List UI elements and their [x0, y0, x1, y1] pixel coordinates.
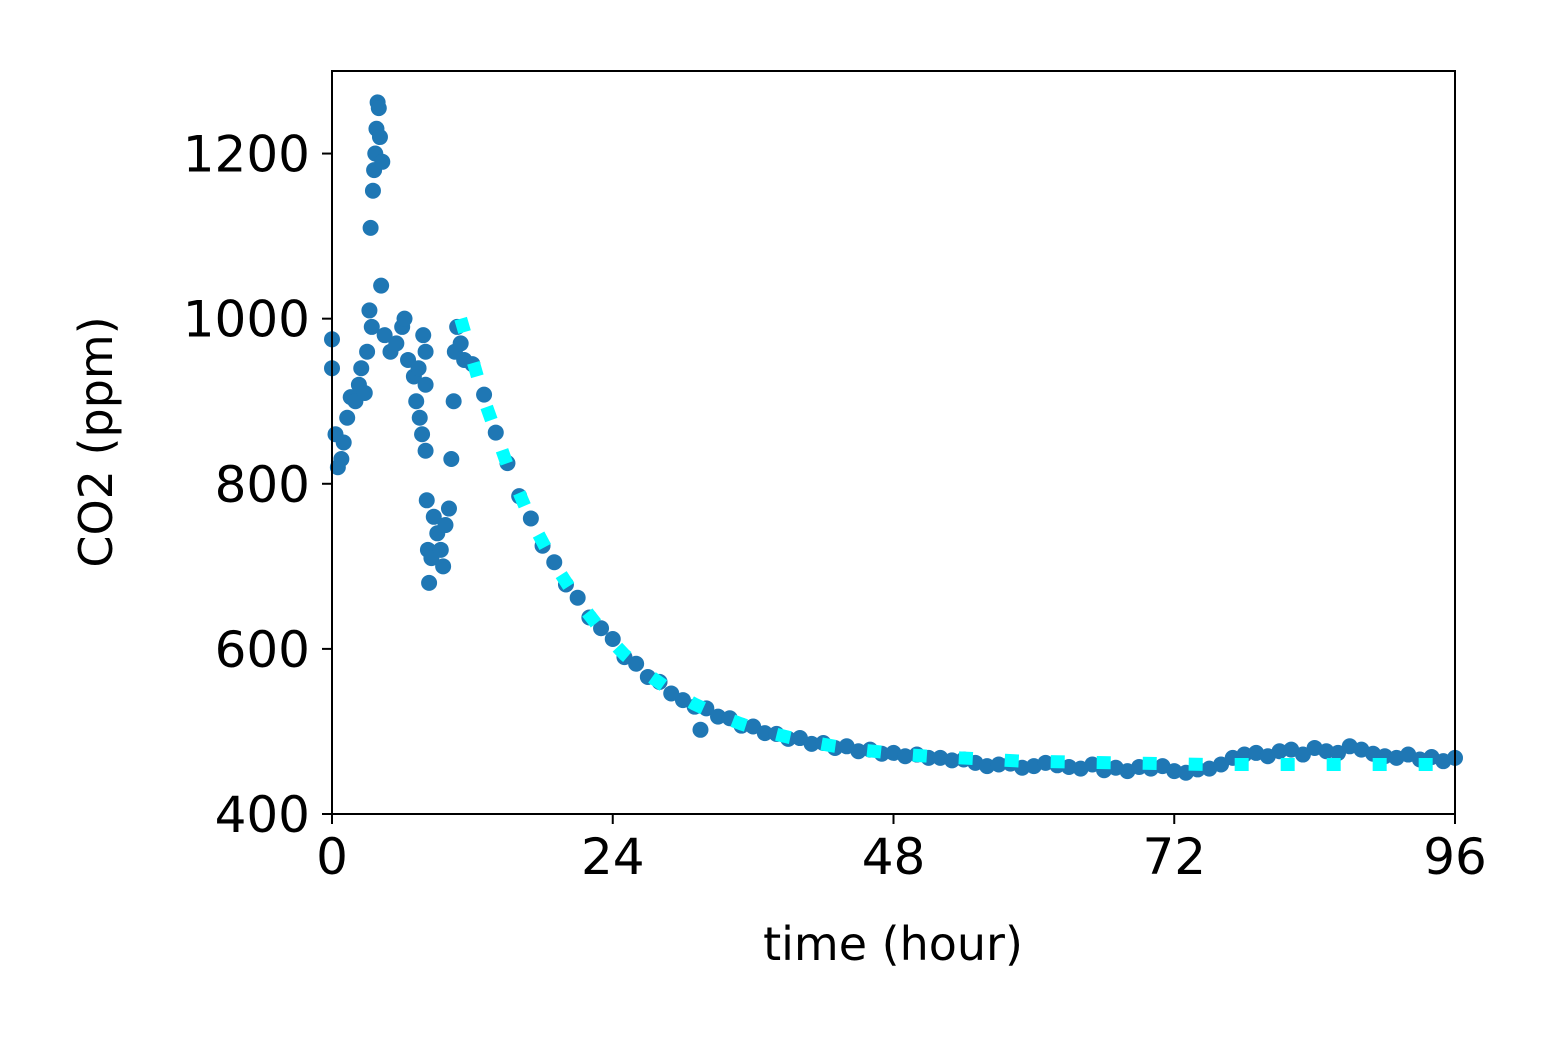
- data-point: [943, 752, 960, 769]
- data-point: [411, 409, 428, 426]
- data-point: [1271, 743, 1288, 760]
- data-point: [363, 318, 380, 335]
- data-point: [1330, 744, 1347, 761]
- data-point: [421, 574, 438, 591]
- data-point: [396, 310, 413, 327]
- data-point: [990, 756, 1007, 773]
- data-point: [418, 492, 435, 509]
- data-point: [445, 393, 462, 410]
- data-point: [376, 327, 393, 344]
- data-point: [604, 630, 621, 647]
- data-point: [359, 343, 376, 360]
- y-tick-label: 400: [215, 786, 310, 844]
- data-point: [417, 343, 434, 360]
- data-point: [440, 500, 457, 517]
- data-point: [435, 558, 452, 575]
- data-point: [362, 219, 379, 236]
- data-point: [1294, 746, 1311, 763]
- data-point: [437, 517, 454, 534]
- data-point: [803, 735, 820, 752]
- data-point: [335, 434, 352, 451]
- data-point: [414, 426, 431, 443]
- data-point: [410, 360, 427, 377]
- data-point: [476, 386, 493, 403]
- data-point: [522, 510, 539, 527]
- data-point: [425, 508, 442, 525]
- y-tick-label: 600: [215, 621, 310, 679]
- data-point: [745, 718, 762, 735]
- data-point: [663, 685, 680, 702]
- fit-line: [454, 316, 1455, 771]
- y-tick-label: 1000: [183, 291, 310, 349]
- data-point: [628, 655, 645, 672]
- data-point: [1166, 763, 1183, 780]
- data-point: [415, 327, 432, 344]
- y-axis-label: CO2 (ppm): [69, 316, 123, 567]
- data-point: [710, 708, 727, 725]
- x-axis-label: time (hour): [763, 917, 1023, 971]
- data-point: [371, 129, 388, 146]
- data-point: [487, 424, 504, 441]
- data-point: [432, 541, 449, 558]
- data-point: [388, 335, 405, 352]
- x-tick-label: 48: [862, 828, 926, 886]
- data-point: [417, 376, 434, 393]
- data-point: [356, 384, 373, 401]
- data-point: [417, 442, 434, 459]
- data-point: [1318, 743, 1335, 760]
- plot-frame: [331, 70, 1456, 815]
- data-point: [546, 554, 563, 571]
- data-point: [364, 182, 381, 199]
- data-point: [1060, 758, 1077, 775]
- data-point: [333, 451, 350, 468]
- data-point: [353, 360, 370, 377]
- data-point: [756, 725, 773, 742]
- data-point: [370, 100, 387, 117]
- data-point: [452, 335, 469, 352]
- x-tick-label: 96: [1423, 828, 1487, 886]
- data-point: [674, 692, 691, 709]
- data-point: [569, 589, 586, 606]
- data-point: [373, 277, 390, 294]
- data-point: [361, 302, 378, 319]
- data-point: [692, 721, 709, 738]
- data-point: [850, 743, 867, 760]
- y-tick-label: 800: [215, 456, 310, 514]
- data-point: [1213, 756, 1230, 773]
- data-point: [979, 758, 996, 775]
- data-point: [897, 748, 914, 765]
- x-tick-label: 0: [316, 828, 348, 886]
- data-point: [593, 620, 610, 637]
- data-point: [374, 153, 391, 170]
- data-point: [408, 393, 425, 410]
- data-point: [339, 409, 356, 426]
- x-tick-label: 72: [1142, 828, 1206, 886]
- x-tick-label: 24: [581, 828, 645, 886]
- data-point: [443, 451, 460, 468]
- y-tick-label: 1200: [183, 126, 310, 184]
